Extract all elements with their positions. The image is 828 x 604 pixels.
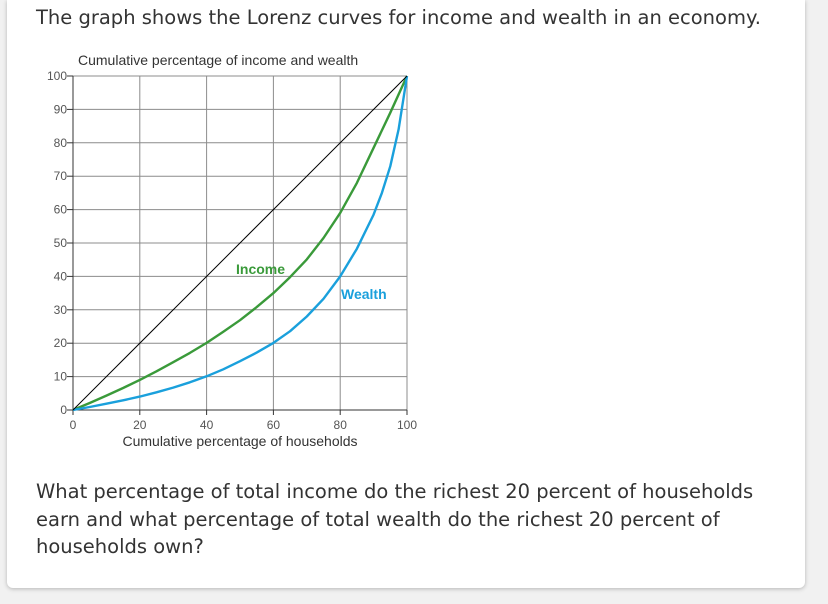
y-tick-label: 40 xyxy=(54,269,68,283)
x-tick-label: 60 xyxy=(267,418,281,432)
lorenz-chart: 0 10 20 30 40 50 60 70 80 90 100 0 20 40 60 80 100 Cumul… xyxy=(47,52,417,449)
chart-series xyxy=(72,75,409,412)
question-text: What percentage of total income do the r… xyxy=(36,480,754,558)
equality-line xyxy=(72,75,408,411)
y-tick-label: 100 xyxy=(47,69,67,83)
y-tick-label: 50 xyxy=(54,236,68,250)
intro-text: The graph shows the Lorenz curves for in… xyxy=(36,6,761,29)
x-tick-label: 20 xyxy=(133,418,147,432)
y-tick-label: 0 xyxy=(60,403,67,417)
wealth-curve xyxy=(72,75,409,412)
wealth-curve-label: Wealth xyxy=(341,286,387,302)
x-axis-title: Cumulative percentage of households xyxy=(122,433,357,449)
y-tick-label: 60 xyxy=(54,203,68,217)
y-axis-title: Cumulative percentage of income and weal… xyxy=(78,52,358,68)
x-tick-label: 40 xyxy=(200,418,214,432)
y-tick-label: 20 xyxy=(54,336,68,350)
y-tick-label: 70 xyxy=(54,169,68,183)
chart-grid xyxy=(73,75,408,410)
y-tick-label: 30 xyxy=(54,303,68,317)
y-tick-label: 90 xyxy=(54,102,68,116)
x-tick-label: 100 xyxy=(397,418,417,432)
chart-ticks: 0 10 20 30 40 50 60 70 80 90 100 0 20 40 60 80 100 xyxy=(47,69,417,432)
y-tick-label: 10 xyxy=(54,370,68,384)
x-tick-label: 0 xyxy=(70,418,77,432)
income-curve xyxy=(72,75,409,412)
x-tick-label: 80 xyxy=(334,418,348,432)
y-tick-label: 80 xyxy=(54,136,68,150)
income-curve-label: Income xyxy=(236,261,285,277)
